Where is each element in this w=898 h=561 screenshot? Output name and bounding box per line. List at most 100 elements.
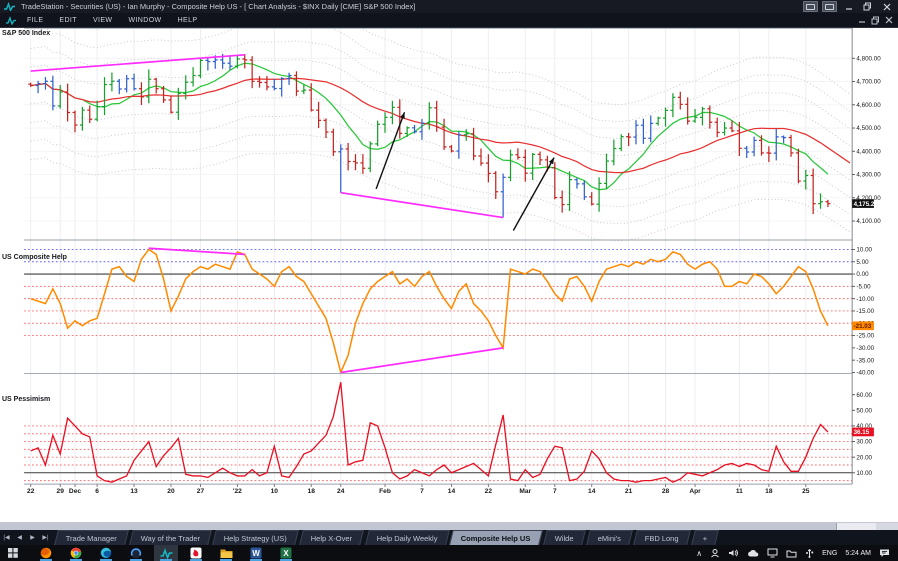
tray-cloud-icon[interactable] xyxy=(747,549,759,558)
axis-label: 4,300.00 xyxy=(856,172,881,179)
annotation-arrow[interactable] xyxy=(375,111,406,190)
time-label: 28 xyxy=(662,488,670,495)
tab-help-x-over[interactable]: Help X-Over xyxy=(299,530,365,545)
tab-fbd-long[interactable]: FBD Long xyxy=(632,530,691,545)
arrowhead xyxy=(548,157,555,165)
tray-speaker-icon[interactable] xyxy=(728,548,739,558)
minimize-button[interactable] xyxy=(841,0,856,13)
annotation-arrow[interactable] xyxy=(512,157,555,231)
child-minimize-icon[interactable] xyxy=(858,16,866,24)
envelope-band xyxy=(30,115,851,208)
titlebar-controls xyxy=(803,0,894,13)
start-button[interactable] xyxy=(0,545,26,561)
tab-composite-help-us[interactable]: Composite Help US xyxy=(449,530,543,545)
tray-notification-icon[interactable] xyxy=(879,548,890,558)
restore-button[interactable] xyxy=(860,0,875,13)
running-indicator xyxy=(70,559,82,561)
axis-label: 0.00 xyxy=(856,271,869,278)
axis-label: 40.00 xyxy=(856,423,872,430)
composite-trendline[interactable] xyxy=(340,347,504,374)
running-indicator xyxy=(250,559,262,561)
axis-label: -25.00 xyxy=(856,333,874,340)
layout-button-2[interactable] xyxy=(822,1,837,12)
tray-usb-icon[interactable] xyxy=(805,548,814,558)
price-trendline[interactable] xyxy=(30,53,245,72)
running-indicator xyxy=(220,559,232,561)
menu-item-file[interactable]: FILE xyxy=(27,16,44,24)
pessimism-line xyxy=(30,382,829,483)
tab--[interactable]: + xyxy=(690,530,719,545)
menu-item-window[interactable]: WINDOW xyxy=(128,16,162,24)
tab-nav-prev-icon[interactable]: ◀ xyxy=(17,535,22,541)
tab-way-of-the-trader[interactable]: Way of the Trader xyxy=(129,530,213,545)
tray-language[interactable]: ENG xyxy=(822,549,838,557)
taskbar-app-word[interactable]: W xyxy=(244,545,268,561)
close-button[interactable] xyxy=(879,0,894,13)
edge-icon xyxy=(100,547,112,559)
menu-item-edit[interactable]: EDIT xyxy=(59,16,77,24)
svg-text:X: X xyxy=(283,549,289,558)
time-label: 22 xyxy=(485,488,493,495)
child-close-icon[interactable] xyxy=(885,16,893,24)
axis-label: 5.00 xyxy=(856,259,869,266)
time-label: 20 xyxy=(167,488,175,495)
tradestation-icon xyxy=(160,548,172,559)
tab-wilde[interactable]: Wilde xyxy=(542,530,586,545)
menu-item-help[interactable]: HELP xyxy=(177,16,198,24)
tab-help-daily-weekly[interactable]: Help Daily Weekly xyxy=(364,530,450,545)
tray-chevron-up-icon[interactable]: ∧ xyxy=(696,548,703,558)
composite-trendline[interactable] xyxy=(148,247,245,256)
taskbar-app-media-app[interactable] xyxy=(184,545,208,561)
tray-people-icon[interactable] xyxy=(710,548,720,558)
running-indicator xyxy=(190,559,202,561)
tab-nav-first-icon[interactable]: |◀ xyxy=(3,535,10,541)
tab-nav-last-icon[interactable]: ▶| xyxy=(42,535,49,541)
menu-item-view[interactable]: VIEW xyxy=(92,16,113,24)
envelope-bands xyxy=(30,28,851,242)
taskbar-app-firefox[interactable] xyxy=(34,545,58,561)
arrowhead xyxy=(400,112,405,119)
time-label: 10 xyxy=(271,488,279,495)
window-title: TradeStation - Securities (US) - Ian Mur… xyxy=(21,2,416,11)
time-label: 24 xyxy=(337,488,345,495)
horizontal-scrollbar[interactable] xyxy=(0,522,898,530)
price-bars xyxy=(28,53,831,218)
axis-label: 10.00 xyxy=(856,247,872,254)
time-label: 21 xyxy=(625,488,633,495)
svg-text:W: W xyxy=(252,549,260,558)
taskbar-app-edge[interactable] xyxy=(94,545,118,561)
tab-label: Help Daily Weekly xyxy=(376,533,438,543)
tray-clock[interactable]: 5:24 AM xyxy=(845,549,871,557)
child-restore-icon[interactable] xyxy=(871,16,880,25)
running-indicator xyxy=(130,559,142,561)
price-trendline[interactable] xyxy=(340,191,504,219)
tray-folder-icon[interactable] xyxy=(786,549,797,558)
tray-display-icon[interactable] xyxy=(767,548,778,558)
taskbar-app-file-explorer[interactable] xyxy=(214,545,238,561)
panel-label-price: S&P 500 Index xyxy=(2,30,51,37)
scrollbar-thumb[interactable] xyxy=(0,523,837,530)
firefox-icon xyxy=(40,547,52,559)
layout-button-1[interactable] xyxy=(803,1,818,12)
taskbar: W X ∧ ENG 5:24 AM xyxy=(0,545,898,561)
running-indicator xyxy=(100,559,112,561)
tradestation-logo-icon xyxy=(4,2,15,11)
chart-canvas[interactable]: 4,800.00 4,700.00 4,600.00 4,500.00 4,400.00… xyxy=(0,28,898,522)
taskbar-app-browser-4[interactable] xyxy=(124,545,148,561)
tab-nav-next-icon[interactable]: ▶ xyxy=(30,535,35,541)
browser-4-icon xyxy=(130,547,142,559)
taskbar-app-chrome[interactable] xyxy=(64,545,88,561)
axis-label: -15.00 xyxy=(856,308,874,315)
taskbar-app-excel[interactable]: X xyxy=(274,545,298,561)
time-label: 11 xyxy=(736,488,743,495)
taskbar-app-tradestation[interactable] xyxy=(154,545,178,561)
tab-emini-s[interactable]: eMini's xyxy=(585,530,633,545)
tab-trade-manager[interactable]: Trade Manager xyxy=(54,530,129,545)
time-label: 18 xyxy=(308,488,316,495)
envelope-band xyxy=(30,40,851,140)
axis-label: 10.00 xyxy=(856,470,872,477)
tab-help-strategy-us-[interactable]: Help Strategy (US) xyxy=(212,530,300,545)
workspace-tabbar: |◀ ◀ ▶ ▶| Trade Manager Way of the Trader… xyxy=(0,530,898,545)
axis-label: -40.00 xyxy=(856,370,874,377)
